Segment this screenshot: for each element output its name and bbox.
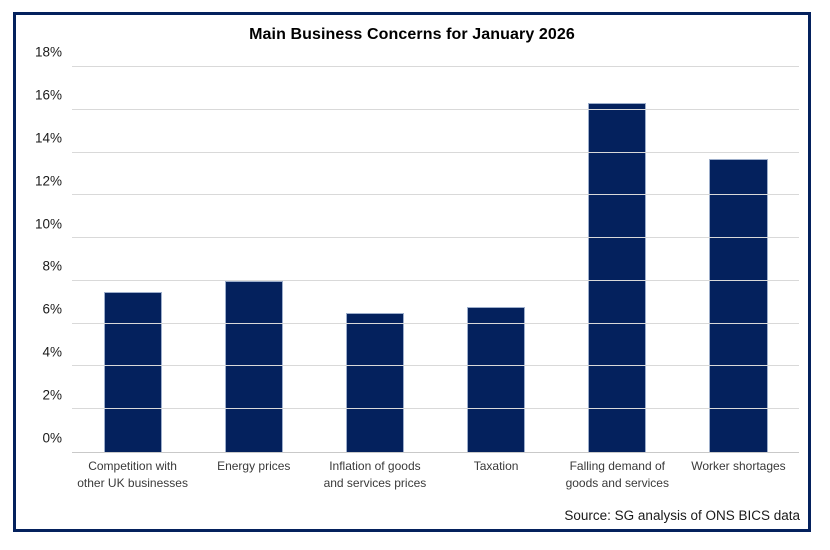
x-category-label: Inflation of goods and services prices	[323, 459, 427, 490]
gridline	[72, 408, 799, 410]
chart-title: Main Business Concerns for January 2026	[249, 26, 575, 43]
x-axis-category-labels: Competition with other UK businesses Ener…	[72, 458, 799, 492]
gridline	[72, 194, 799, 196]
bar-slot	[557, 67, 678, 452]
y-tick-label: 10%	[34, 216, 62, 232]
plot-region: 0% 2% 4% 6% 8% 10% 12% 14% 16% 18%	[35, 45, 799, 453]
y-tick-label: 14%	[34, 130, 62, 146]
y-tick-label: 18%	[34, 44, 62, 60]
gridline	[72, 365, 799, 367]
y-tick-label: 8%	[42, 258, 62, 274]
source-attribution: Source: SG analysis of ONS BICS data	[564, 508, 800, 523]
chart-figure-frame: Main Business Concerns for January 2026 …	[13, 12, 811, 532]
bar-slot	[72, 67, 193, 452]
bar-slot	[436, 67, 557, 452]
bar-slot	[314, 67, 435, 452]
bar-slot	[678, 67, 799, 452]
y-tick-label: 16%	[34, 87, 62, 103]
bars-container	[72, 67, 799, 452]
y-tick-label: 6%	[42, 301, 62, 317]
y-tick-label: 4%	[42, 344, 62, 360]
x-category-label: Worker shortages	[691, 459, 786, 473]
gridline	[72, 279, 799, 281]
gridline	[72, 237, 799, 239]
plot-area	[72, 66, 799, 453]
x-category-label: Taxation	[473, 459, 519, 473]
bar-1	[103, 291, 162, 452]
x-category-label: Energy prices	[217, 459, 291, 473]
y-tick-label: 0%	[42, 430, 62, 446]
y-tick-label: 12%	[34, 173, 62, 189]
bar-slot	[193, 67, 314, 452]
gridline	[72, 151, 799, 153]
x-category-label: Competition with other UK businesses	[77, 459, 188, 490]
bar-5	[588, 103, 647, 452]
y-axis-tick-labels: 0% 2% 4% 6% 8% 10% 12% 14% 16% 18%	[18, 45, 62, 453]
bar-3	[345, 312, 404, 452]
x-category-label: Falling demand of goods and services	[565, 459, 669, 490]
bar-4	[467, 306, 526, 452]
y-tick-label: 2%	[42, 387, 62, 403]
bar-6	[709, 158, 768, 452]
gridline	[72, 108, 799, 110]
gridline	[72, 66, 799, 67]
gridline	[72, 322, 799, 324]
